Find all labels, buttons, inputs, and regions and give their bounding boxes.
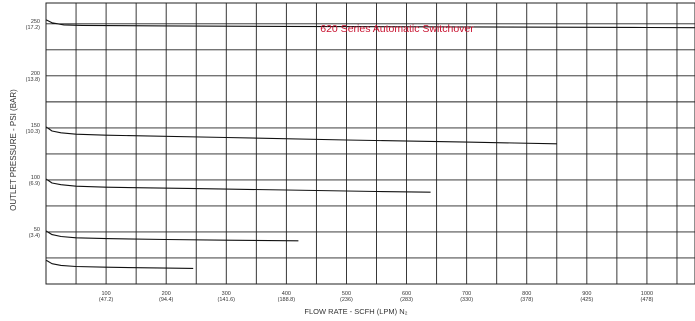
x-tick-sublabel: (378) — [520, 297, 533, 303]
x-tick-sublabel: (425) — [580, 297, 593, 303]
x-tick-sublabel: (94.4) — [159, 297, 174, 303]
x-tick-sublabel: (236) — [340, 297, 353, 303]
x-tick-sublabel: (330) — [460, 297, 473, 303]
x-tick-label: 300 — [222, 291, 231, 297]
y-tick-label: 250 — [31, 19, 40, 25]
series-line — [45, 178, 431, 193]
series-group — [45, 19, 695, 269]
y-tick-label: 200 — [31, 71, 40, 77]
x-tick-label: 700 — [462, 291, 471, 297]
y-tick-sublabel: (13.8) — [26, 77, 41, 83]
grid — [46, 3, 695, 284]
plot-frame — [45, 2, 695, 285]
tick-labels: 100(47.2)200(94.4)300(141.6)400(188.8)50… — [26, 19, 654, 303]
x-tick-label: 100 — [101, 291, 110, 297]
x-axis-title: FLOW RATE - SCFH (LPM) N₂ — [304, 307, 407, 316]
x-tick-label: 200 — [162, 291, 171, 297]
x-tick-label: 900 — [582, 291, 591, 297]
x-tick-label: 800 — [522, 291, 531, 297]
y-tick-sublabel: (3.4) — [29, 233, 40, 239]
series-line — [45, 259, 194, 269]
y-axis-title: OUTLET PRESSURE - PSI (BAR) — [9, 89, 18, 211]
y-tick-label: 50 — [34, 227, 40, 233]
x-tick-sublabel: (47.2) — [99, 297, 114, 303]
series-line — [45, 230, 299, 242]
x-tick-label: 1000 — [641, 291, 653, 297]
chart-title: 620 Series Automatic Switchover — [320, 23, 474, 35]
y-tick-sublabel: (6.9) — [29, 181, 40, 187]
x-tick-sublabel: (141.6) — [218, 297, 236, 303]
x-tick-label: 400 — [282, 291, 291, 297]
y-tick-sublabel: (10.3) — [26, 129, 41, 135]
y-tick-label: 150 — [31, 123, 40, 129]
series-line — [45, 19, 695, 29]
x-tick-sublabel: (283) — [400, 297, 413, 303]
y-tick-sublabel: (17.2) — [26, 25, 41, 31]
x-tick-sublabel: (478) — [641, 297, 654, 303]
x-tick-label: 500 — [342, 291, 351, 297]
x-tick-label: 600 — [402, 291, 411, 297]
y-tick-label: 100 — [31, 175, 40, 181]
x-tick-sublabel: (188.8) — [278, 297, 296, 303]
series-line — [45, 126, 557, 145]
